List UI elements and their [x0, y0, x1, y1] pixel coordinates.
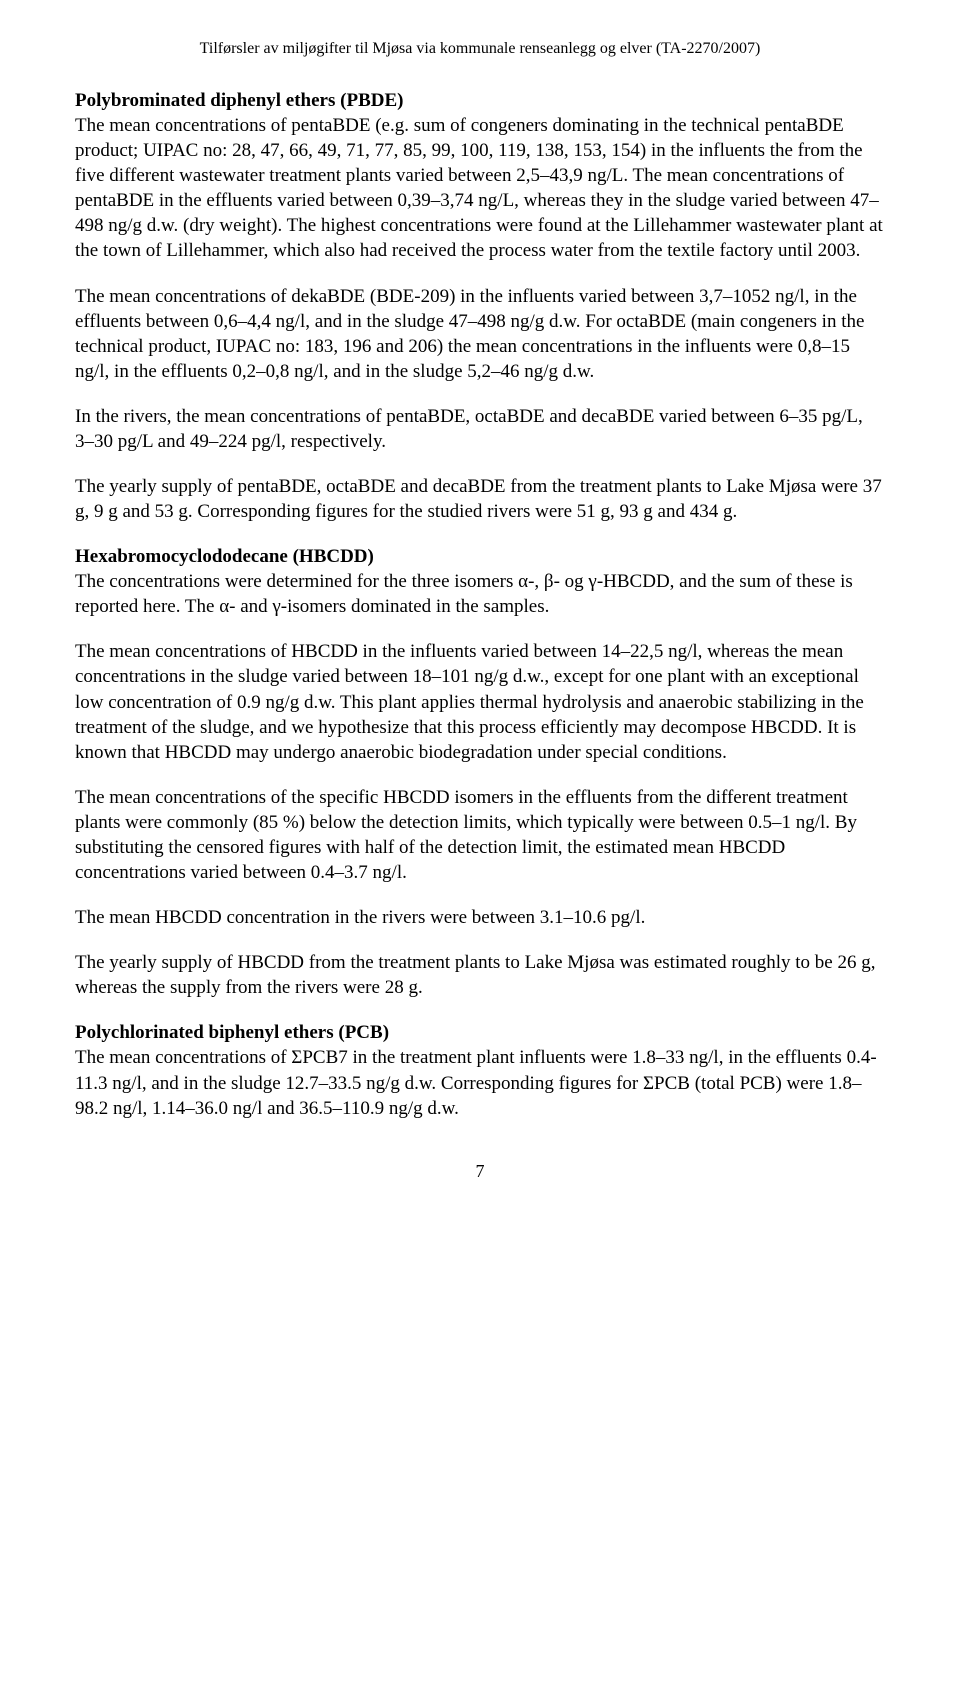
section-title-pbde: Polybrominated diphenyl ethers (PBDE): [75, 90, 403, 111]
body-paragraph: The mean HBCDD concentration in the rive…: [75, 905, 885, 930]
section-pcb: Polychlorinated biphenyl ethers (PCB) The…: [75, 1020, 885, 1120]
section-hbcdd: Hexabromocyclododecane (HBCDD) The concen…: [75, 544, 885, 1000]
body-paragraph: Polybrominated diphenyl ethers (PBDE) The…: [75, 88, 885, 264]
section-title-pcb: Polychlorinated biphenyl ethers (PCB): [75, 1022, 389, 1043]
document-header: Tilførsler av miljøgifter til Mjøsa via …: [75, 40, 885, 58]
body-paragraph: The yearly supply of pentaBDE, octaBDE a…: [75, 474, 885, 524]
body-paragraph: Hexabromocyclododecane (HBCDD) The concen…: [75, 544, 885, 619]
body-paragraph: The mean concentrations of HBCDD in the …: [75, 639, 885, 764]
section-title-hbcdd: Hexabromocyclododecane (HBCDD): [75, 546, 374, 567]
body-paragraph: The mean concentrations of the specific …: [75, 785, 885, 885]
pbde-text-1: The mean concentrations of pentaBDE (e.g…: [75, 115, 883, 261]
hbcdd-text-1: The concentrations were determined for t…: [75, 571, 853, 617]
body-paragraph: The mean concentrations of dekaBDE (BDE-…: [75, 284, 885, 384]
body-paragraph: In the rivers, the mean concentrations o…: [75, 404, 885, 454]
body-paragraph: The yearly supply of HBCDD from the trea…: [75, 950, 885, 1000]
section-pbde: Polybrominated diphenyl ethers (PBDE) The…: [75, 88, 885, 524]
pcb-text-1: The mean concentrations of ΣPCB7 in the …: [75, 1047, 877, 1118]
body-paragraph: Polychlorinated biphenyl ethers (PCB) The…: [75, 1020, 885, 1120]
page-number: 7: [75, 1161, 885, 1182]
